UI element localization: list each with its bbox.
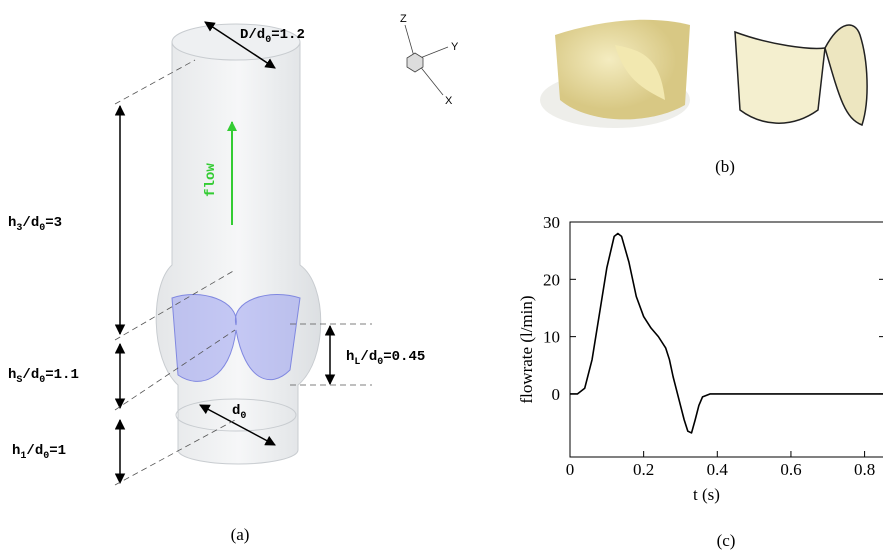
- y-tick-label: 10: [543, 328, 560, 347]
- label-part: =1.1: [45, 367, 79, 383]
- y-axis-label: flowrate (l/min): [517, 295, 536, 403]
- label-part: h: [8, 367, 16, 383]
- label-part: D/d: [240, 27, 265, 43]
- x-tick-label: 0.8: [854, 460, 875, 479]
- label-part: =3: [45, 215, 62, 231]
- axis-y: Y: [451, 41, 459, 53]
- flow-curve: [570, 233, 883, 432]
- label-part: /d: [22, 215, 39, 231]
- label-part: =0.45: [383, 349, 425, 365]
- plot-frame: [570, 222, 883, 457]
- label-part: /d: [360, 349, 377, 365]
- label-part: h: [8, 215, 16, 231]
- dimension-label: h1/d0=1: [12, 443, 66, 462]
- label-part: d: [232, 403, 240, 419]
- figure: (a) (b) (c) flow Z Y X D/d 0 =1.2 h3/d0=3 hS…: [0, 0, 883, 554]
- dimension-label: hS/d0=1.1: [8, 367, 79, 386]
- axis-x: X: [445, 95, 453, 107]
- aorta-model: [156, 24, 321, 464]
- x-tick-label: 0: [566, 460, 575, 479]
- axis-z: Z: [400, 13, 407, 25]
- dimension-label: hL/d0=0.45: [346, 349, 425, 368]
- x-tick-label: 0.6: [780, 460, 801, 479]
- panel-label: (b): [715, 157, 735, 176]
- y-tick-label: 30: [543, 213, 560, 232]
- valve-images: [540, 20, 867, 128]
- x-axis-label: t (s): [693, 485, 720, 504]
- x-tick-label: 0.2: [633, 460, 654, 479]
- dimension-label: h3/d0=3: [8, 215, 62, 234]
- panel-label: (c): [717, 531, 736, 550]
- label-part: /d: [22, 367, 39, 383]
- label-part: 0: [240, 411, 246, 422]
- panel-label: (a): [231, 525, 250, 544]
- x-tick-label: 0.4: [707, 460, 729, 479]
- y-tick-label: 0: [552, 385, 561, 404]
- y-tick-label: 20: [543, 270, 560, 289]
- label-part: h: [346, 349, 354, 365]
- axis-triad: [405, 25, 448, 95]
- flow-label: flow: [203, 163, 219, 197]
- label-part: =1: [49, 443, 66, 459]
- label-part: =1.2: [271, 27, 305, 43]
- label-part: /d: [26, 443, 43, 459]
- label-part: h: [12, 443, 20, 459]
